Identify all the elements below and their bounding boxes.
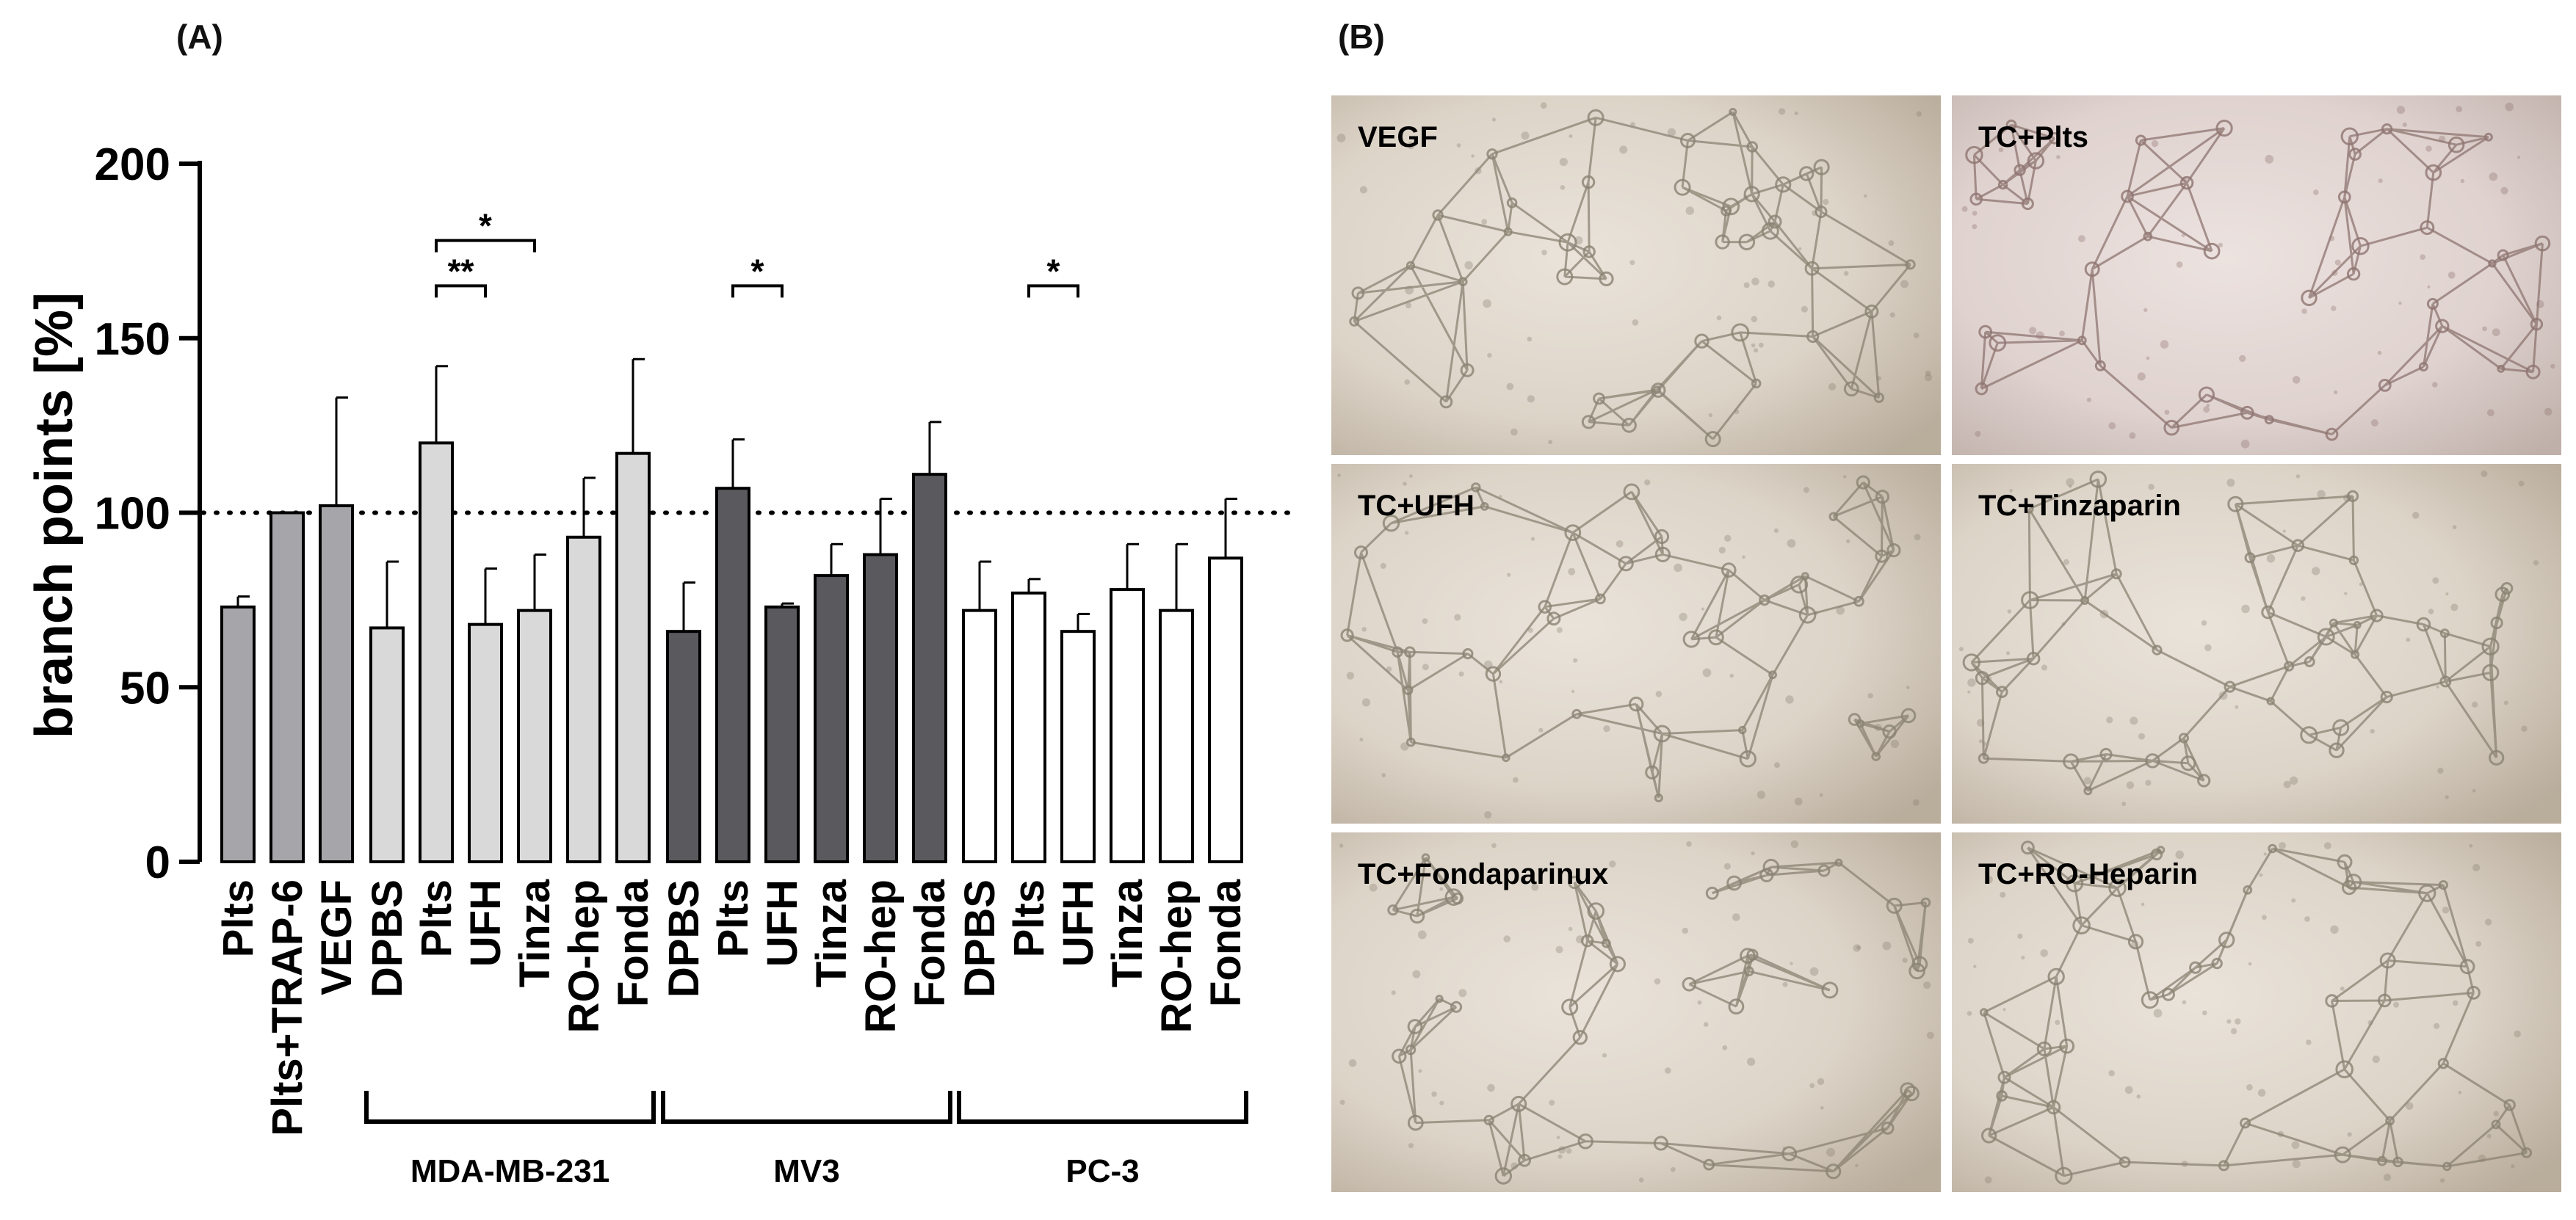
category-label: RO-hep	[560, 879, 608, 1033]
micrograph-image	[1952, 832, 2561, 1192]
cell-network	[1961, 102, 2555, 449]
micrograph-label: TC+UFH	[1358, 490, 1475, 522]
category-label: UFH	[1054, 879, 1102, 967]
group-label: MV3	[773, 1153, 839, 1189]
bar	[666, 630, 701, 863]
group-bracket	[364, 1091, 656, 1124]
significance-label: **	[448, 252, 474, 290]
cell-network	[1336, 102, 1933, 448]
significance-bracket	[435, 284, 487, 298]
y-tick-label: 150	[95, 314, 170, 365]
micrograph-label: TC+Plts	[1978, 121, 2088, 153]
category-label: RO-hep	[857, 879, 905, 1033]
category-label: Plts	[413, 879, 460, 957]
y-tick-label: 200	[95, 139, 170, 190]
group-bracket	[661, 1091, 952, 1124]
bar	[764, 605, 800, 863]
significance-label: *	[751, 252, 764, 290]
category-label: Fonda	[609, 879, 657, 1007]
category-label: DPBS	[660, 879, 708, 998]
micrograph-label: TC+Tinzaparin	[1978, 490, 2181, 522]
category-label: Plts	[214, 879, 262, 957]
bar	[269, 511, 305, 863]
micrograph-tile: VEGF	[1331, 95, 1941, 455]
micrograph-grid: VEGF TC+Plts TC+UFH TC+Tinzaparin TC+Fondapa…	[1331, 95, 2561, 1192]
bar	[1011, 591, 1046, 863]
bar	[1060, 630, 1096, 863]
category-label: RO-hep	[1153, 879, 1201, 1033]
bar	[715, 487, 750, 864]
category-label: Plts	[1005, 879, 1053, 957]
micrograph-tile: TC+Tinzaparin	[1952, 464, 2561, 824]
cell-network	[1337, 473, 1921, 819]
category-label: DPBS	[956, 879, 1004, 998]
bar	[566, 535, 601, 863]
y-tick-label: 100	[95, 489, 170, 540]
panel-b-label: (B)	[1338, 18, 1385, 56]
bar	[517, 609, 552, 863]
micrograph-image	[1331, 95, 1941, 455]
category-label: Tinza	[1104, 879, 1151, 987]
significance-label: *	[479, 207, 492, 245]
category-label: DPBS	[363, 879, 411, 998]
significance-bracket	[1027, 284, 1079, 298]
bar	[1159, 609, 1194, 863]
bar	[962, 609, 997, 863]
bar	[468, 622, 503, 863]
cell-network	[1339, 840, 1934, 1185]
bar	[319, 504, 354, 863]
significance-bracket	[435, 239, 536, 253]
significance-bracket	[731, 284, 784, 298]
micrograph-label: VEGF	[1358, 121, 1438, 153]
bar	[419, 441, 454, 863]
group-label: MDA-MB-231	[410, 1153, 609, 1189]
micrograph-tile: TC+UFH	[1331, 464, 1941, 824]
category-label: UFH	[462, 879, 510, 967]
category-label: Plts+TRAP-6	[264, 879, 311, 1136]
bar	[912, 473, 947, 863]
y-tick-label: 0	[145, 838, 170, 888]
y-axis-title: branch points [%]	[25, 292, 84, 738]
bar	[1208, 556, 1243, 863]
group-label: PC-3	[1066, 1153, 1139, 1189]
category-label: UFH	[759, 879, 806, 967]
y-tick-label: 50	[120, 663, 170, 714]
category-label: Fonda	[1202, 879, 1250, 1007]
micrograph-label: TC+RO-Heparin	[1978, 858, 2198, 890]
category-label: VEGF	[313, 879, 361, 995]
bar	[615, 451, 651, 863]
micrograph-image	[1952, 464, 2561, 824]
micrograph-tile: TC+Plts	[1952, 95, 2561, 455]
bar	[220, 605, 256, 863]
cell-network	[1967, 840, 2533, 1185]
bar	[814, 574, 849, 864]
bar	[1110, 588, 1145, 863]
micrograph-tile: TC+RO-Heparin	[1952, 832, 2561, 1192]
cell-network	[1958, 471, 2539, 807]
bar	[863, 553, 898, 863]
category-label: Tinza	[511, 879, 559, 987]
category-label: Fonda	[906, 879, 954, 1007]
micrograph-tile: TC+Fondaparinux	[1331, 832, 1941, 1192]
micrograph-label: TC+Fondaparinux	[1358, 858, 1608, 890]
category-label: Plts	[709, 879, 757, 957]
bar	[369, 626, 405, 863]
group-bracket	[957, 1091, 1248, 1124]
micrograph-image	[1331, 464, 1941, 824]
significance-label: *	[1047, 252, 1060, 290]
category-label: Tinza	[808, 879, 855, 987]
panel-a-label: (A)	[176, 18, 223, 56]
